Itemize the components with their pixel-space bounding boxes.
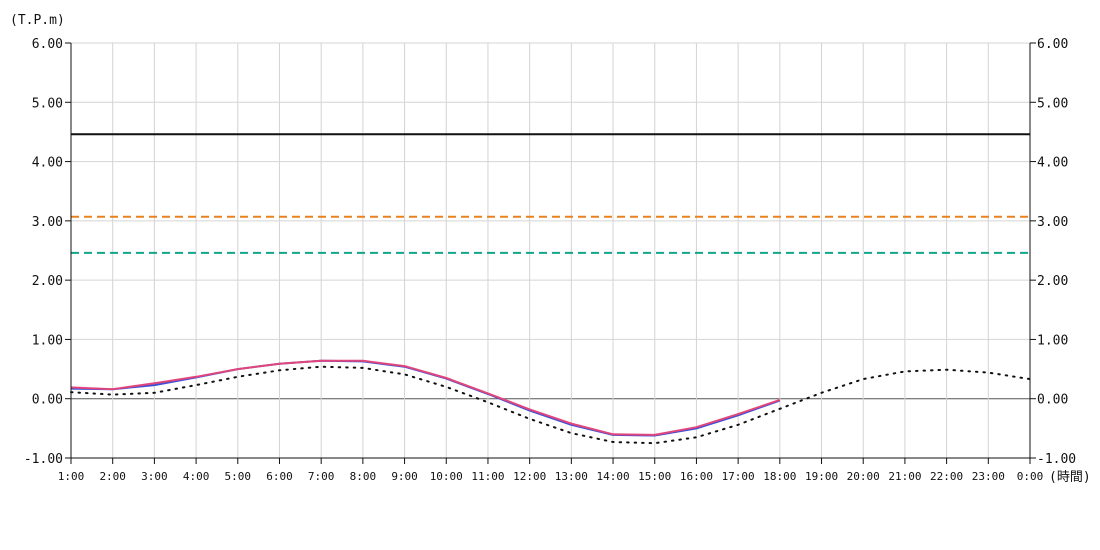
y-tick-label-left: -1.00	[24, 452, 63, 467]
x-tick-label: 2:00	[99, 470, 126, 483]
y-tick-label-left: 3.00	[32, 215, 63, 230]
tick-labels: 6.00 6.00 5.00 5.00 4.00 4.00 3.00 3.00 2.00 2.00…	[24, 37, 1076, 483]
x-tick-label: 15:00	[638, 470, 671, 483]
x-tick-label: 12:00	[513, 470, 546, 483]
y-tick-label-left: 4.00	[32, 156, 63, 171]
x-tick-label: 1:00	[58, 470, 85, 483]
x-tick-label: 7:00	[308, 470, 335, 483]
y-tick-label-right: 4.00	[1037, 156, 1068, 171]
y-tick-label-right: -1.00	[1037, 452, 1076, 467]
x-tick-label: 4:00	[183, 470, 210, 483]
y-tick-label-right: 0.00	[1037, 393, 1068, 408]
series-lines	[70, 359, 1031, 445]
y-tick-label-right: 3.00	[1037, 215, 1068, 230]
x-tick-label: 13:00	[555, 470, 588, 483]
x-tick-label: 6:00	[266, 470, 293, 483]
y-tick-label-left: 2.00	[32, 274, 63, 289]
series-line	[70, 365, 1031, 445]
y-tick-label-left: 0.00	[32, 393, 63, 408]
axes	[65, 42, 1036, 464]
y-tick-label-right: 2.00	[1037, 274, 1068, 289]
x-tick-label: 0:00	[1017, 470, 1044, 483]
x-tick-label: 9:00	[391, 470, 418, 483]
x-tick-label: 18:00	[763, 470, 796, 483]
y-tick-label-left: 1.00	[32, 333, 63, 348]
x-tick-label: 19:00	[805, 470, 838, 483]
y-tick-label-right: 6.00	[1037, 37, 1068, 52]
x-tick-label: 14:00	[596, 470, 629, 483]
x-tick-label: 17:00	[722, 470, 755, 483]
x-tick-label: 20:00	[847, 470, 880, 483]
x-tick-label: 16:00	[680, 470, 713, 483]
reference-lines	[71, 133, 1030, 254]
series-line	[70, 359, 781, 436]
y-tick-label-right: 5.00	[1037, 96, 1068, 111]
x-tick-label: 23:00	[972, 470, 1005, 483]
y-unit-label: (T.P.m)	[10, 13, 65, 28]
x-tick-label: 5:00	[225, 470, 252, 483]
x-tick-label: 8:00	[350, 470, 377, 483]
y-tick-label-left: 6.00	[32, 37, 63, 52]
x-tick-label: 22:00	[930, 470, 963, 483]
x-tick-label: 21:00	[888, 470, 921, 483]
x-tick-label: 10:00	[430, 470, 463, 483]
y-tick-label-right: 1.00	[1037, 333, 1068, 348]
y-tick-label-left: 5.00	[32, 96, 63, 111]
grid-lines	[71, 42, 1030, 459]
x-tick-label: 11:00	[471, 470, 504, 483]
x-tick-label: 3:00	[141, 470, 168, 483]
x-unit-label: (時間)	[1049, 470, 1091, 485]
